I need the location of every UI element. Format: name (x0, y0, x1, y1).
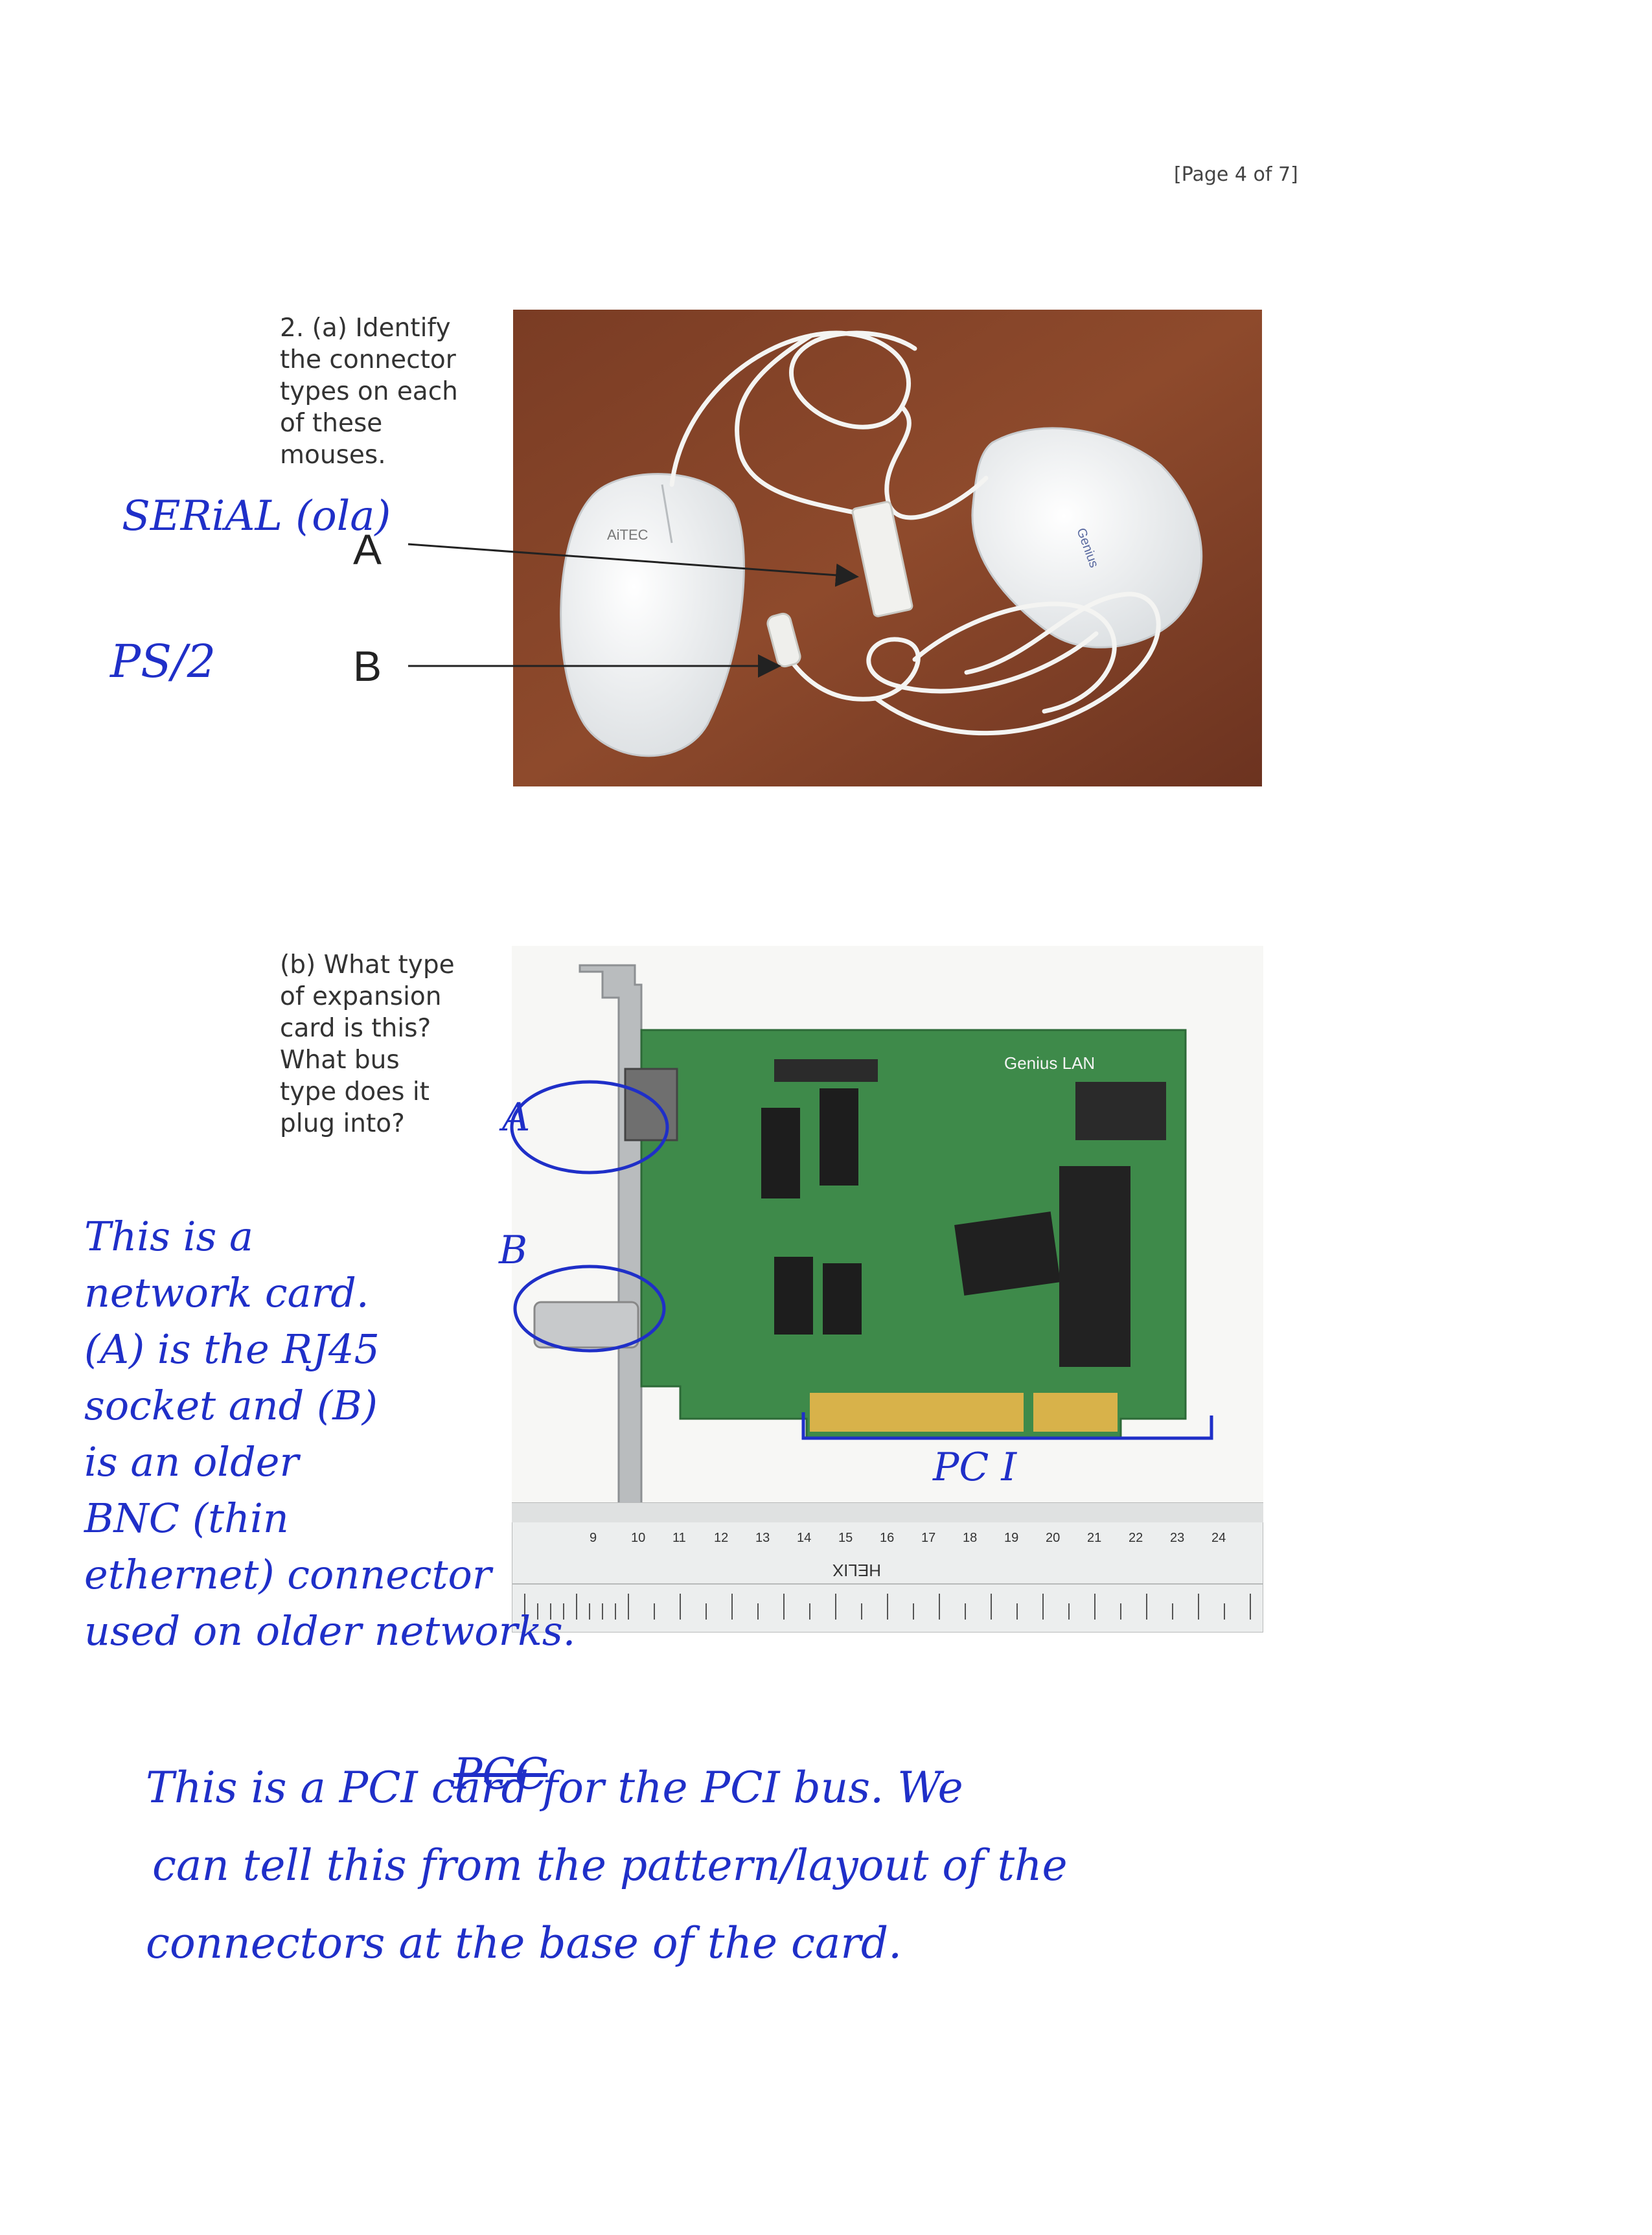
network-card-photo: Genius LAN 9 10 11 12 13 14 15 16 17 18 19 20 21 22 23… (511, 946, 1264, 1633)
side-answer-line: socket and (B) (84, 1382, 378, 1429)
page-number: [Page 4 of 7] (1174, 163, 1298, 186)
ruler-number: 18 (963, 1531, 977, 1545)
ruler-number-group: 9 10 11 12 13 14 15 16 17 18 19 20 21 22 23 24 (590, 1531, 1226, 1545)
bnc-connector (533, 1301, 639, 1349)
ruler-number: 24 (1211, 1531, 1226, 1545)
bnc-circle (513, 1265, 666, 1353)
ruler-number: 17 (921, 1531, 935, 1545)
circle-label-b: B (499, 1228, 528, 1273)
left-mouse-brand: AiTEC (607, 527, 648, 543)
ruler-number: 10 (631, 1531, 645, 1545)
bottom-answer-line: connectors at the base of the card. (146, 1918, 902, 1968)
pci-label: PC I (933, 1445, 1017, 1490)
struck-word: PCC (453, 1749, 548, 1799)
serial-connector (851, 501, 913, 617)
right-mouse (971, 427, 1203, 648)
connector-label-b: B (353, 642, 382, 690)
ruler-number: 22 (1129, 1531, 1143, 1545)
chip (820, 1088, 858, 1186)
rj45-circle (510, 1080, 669, 1175)
connector-label-a: A (353, 525, 382, 573)
chip (774, 1257, 813, 1335)
ruler-number: 12 (714, 1531, 728, 1545)
ps2-connector (766, 612, 801, 668)
header-pins (774, 1059, 878, 1082)
ruler-number: 21 (1087, 1531, 1101, 1545)
mouse-photo: AiTEC Genius (513, 310, 1262, 786)
pci-edge-connector-right (1033, 1393, 1118, 1432)
ruler-number: 20 (1046, 1531, 1060, 1545)
side-answer-line: ethernet) connector (84, 1551, 492, 1598)
side-answer-line: used on older networks. (84, 1607, 576, 1655)
side-answer-line: BNC (thin (84, 1495, 289, 1542)
question-a-text: 2. (a) Identify the connector types on e… (280, 314, 458, 470)
ruler-number: 14 (797, 1531, 811, 1545)
network-card-illustration: Genius LAN 9 10 11 12 13 14 15 16 17 18 19 20 21 22 23… (511, 946, 1264, 1633)
ruler-number: 19 (1004, 1531, 1018, 1545)
question-b-text: (b) What type of expansion card is this?… (280, 950, 455, 1138)
ruler-scale (512, 1503, 1263, 1522)
bottom-answer: This is a PCI card for the PCI bus. We c… (146, 1749, 1068, 1982)
side-answer: This is a network card. (A) is the RJ45 … (84, 1208, 575, 1659)
bottom-answer-line: This is a PCI card for the PCI bus. We (146, 1763, 963, 1813)
ruler-number: 11 (672, 1531, 686, 1545)
mouse-photo-illustration: AiTEC Genius (513, 310, 1262, 786)
ruler-number: 16 (880, 1531, 894, 1545)
chip (1059, 1166, 1130, 1367)
ruler-brand: HELIX (832, 1561, 881, 1580)
answer-b-handwritten: PS/2 (110, 635, 216, 688)
circle-label-a: A (502, 1095, 531, 1140)
answer-a-handwritten: SERiAL (ola) (122, 492, 391, 540)
card-annotations (510, 1080, 1213, 1440)
mouse-cables (669, 330, 1161, 736)
connector-arrows (407, 543, 859, 678)
chip (1075, 1082, 1166, 1140)
card-brand: Genius LAN (1004, 1053, 1095, 1073)
chip (823, 1263, 862, 1335)
ruler-number: 23 (1170, 1531, 1184, 1545)
pci-edge-connector-left (810, 1393, 1024, 1432)
bottom-answer-line: can tell this from the pattern/layout of… (152, 1840, 1068, 1890)
ruler-number: 13 (755, 1531, 770, 1545)
side-answer-line: (A) is the RJ45 (84, 1325, 380, 1373)
side-answer-line: is an older (84, 1438, 299, 1485)
pci-bracket (801, 1412, 1213, 1440)
ruler-ticks-bottom (524, 1594, 1251, 1620)
ruler-number: 15 (838, 1531, 853, 1545)
side-answer-line: network card. (84, 1269, 369, 1316)
side-answer-line: This is a (84, 1213, 253, 1260)
ruler-number: 9 (590, 1531, 597, 1545)
controller-chip (954, 1211, 1061, 1296)
left-mouse (560, 473, 745, 757)
chip (761, 1108, 800, 1198)
